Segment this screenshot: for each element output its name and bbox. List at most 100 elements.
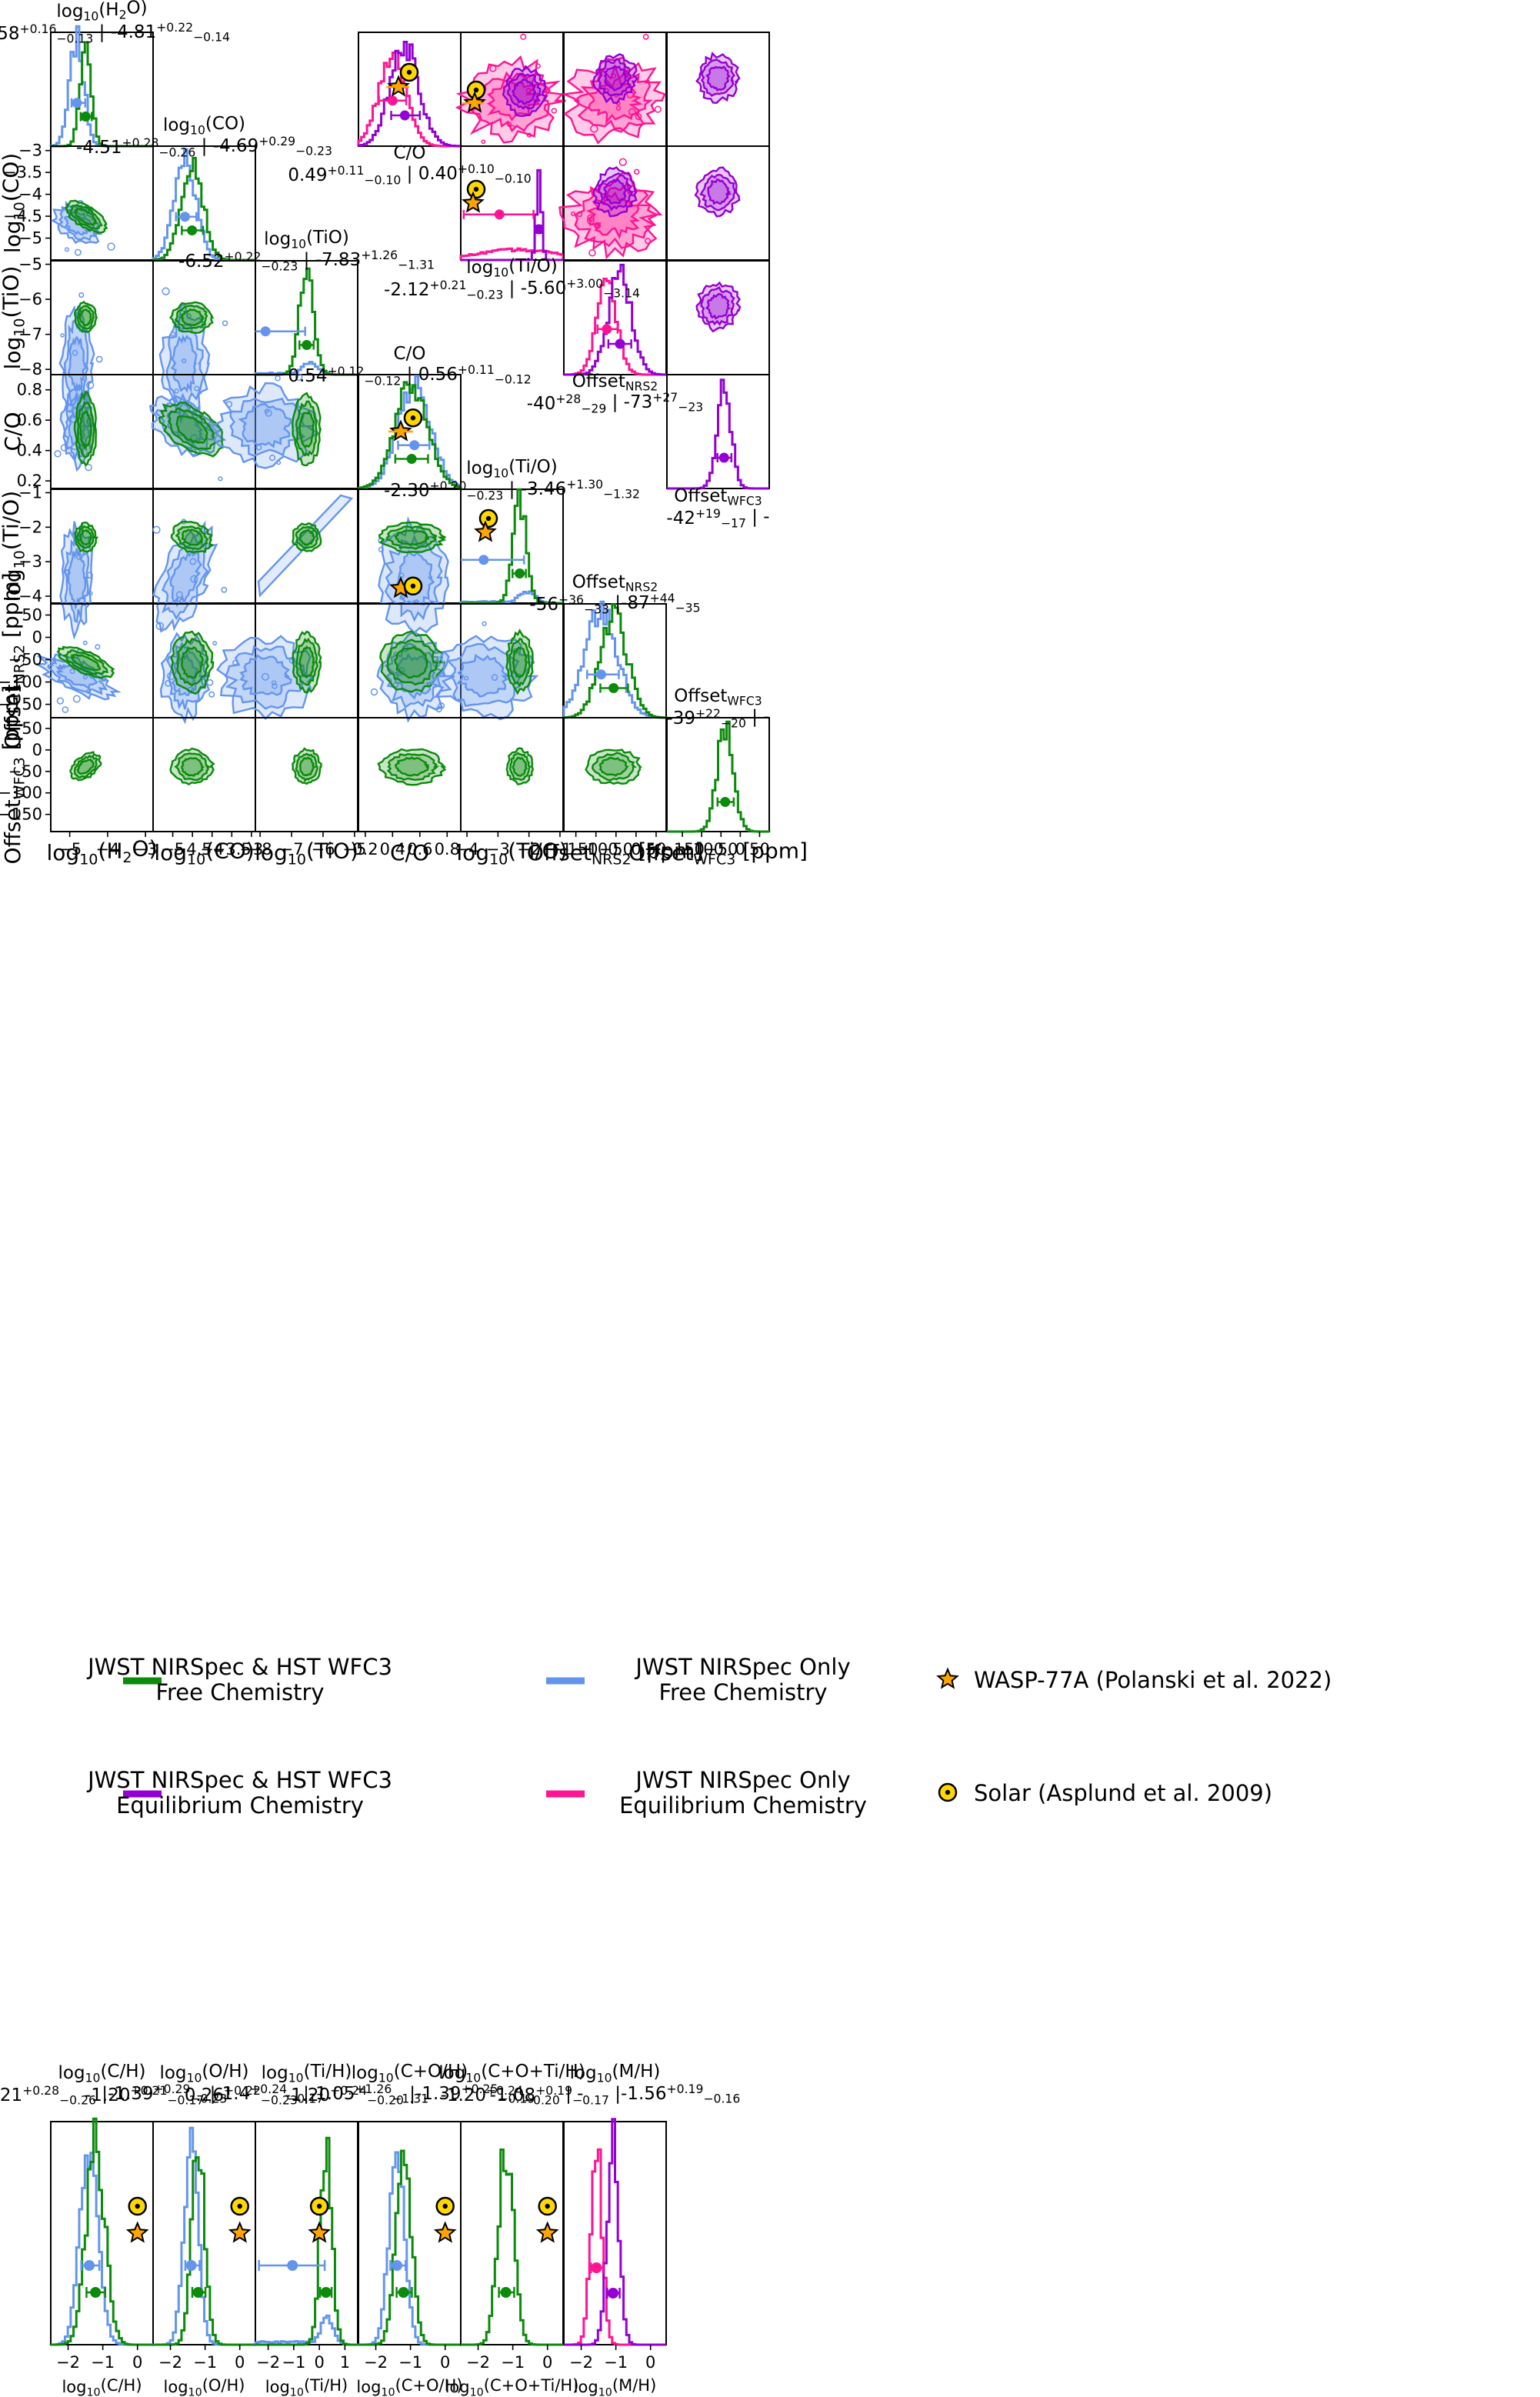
contour-free-nirspec bbox=[456, 653, 512, 698]
free-nirspec-co_ratio-median-point bbox=[409, 440, 420, 451]
scatter-free-nirspec bbox=[491, 674, 498, 681]
scatter-free-nirspec bbox=[63, 568, 70, 575]
y-tick-label: −5 bbox=[18, 229, 42, 248]
histogram-eq-joint-tio_ratio bbox=[461, 168, 563, 262]
solar-marker-dot bbox=[485, 515, 492, 522]
scatter-free-nirspec bbox=[206, 678, 214, 686]
scatter-free-nirspec bbox=[378, 546, 384, 552]
contour-free-joint bbox=[394, 645, 428, 679]
wasp77a-star-marker bbox=[936, 1667, 959, 1689]
scatter-free-nirspec bbox=[370, 688, 378, 696]
y-tick-label: 0.2 bbox=[17, 472, 42, 490]
legend-solar: Solar (Asplund et al. 2009) bbox=[974, 1780, 1272, 1806]
contour-free-joint bbox=[78, 528, 93, 546]
scatter-free-nirspec bbox=[78, 292, 85, 298]
contour-free-joint bbox=[512, 756, 528, 777]
scatter-free-nirspec bbox=[194, 385, 200, 392]
contour-free-joint bbox=[592, 752, 637, 782]
derived-free-joint-ch-median-point bbox=[90, 2287, 102, 2298]
derived-xlabel-tih: log10(Ti/H) bbox=[265, 2376, 348, 2397]
x-tick-label: 0 bbox=[314, 2353, 324, 2372]
scatter-eq-nirspec bbox=[576, 211, 583, 218]
derived-title-ch: log10(C/H) bbox=[58, 2062, 145, 2085]
contour-free-nirspec bbox=[238, 403, 292, 448]
ylabel-ti-o: log10(Ti/O) bbox=[0, 491, 28, 602]
y-tick-label: −100 bbox=[0, 673, 42, 692]
scatter-free-nirspec bbox=[162, 287, 170, 295]
contour-free-joint bbox=[298, 529, 315, 546]
derived-eq-nirspec-mh-median-point bbox=[591, 2262, 602, 2273]
panels-layer bbox=[35, 25, 959, 2346]
y-tick-label: −4 bbox=[18, 587, 42, 605]
histogram-eq-nirspec-off_nrs2 bbox=[562, 278, 666, 376]
x-tick-label: −1 bbox=[398, 2353, 422, 2372]
contour-free-joint bbox=[298, 409, 315, 448]
legend-free-nirspec-line1: JWST NIRSpec Only bbox=[634, 1654, 850, 1680]
scatter-eq-nirspec bbox=[587, 214, 595, 222]
contour-eq-joint bbox=[707, 178, 732, 205]
scatter-eq-nirspec bbox=[526, 132, 532, 138]
scatter-free-nirspec bbox=[392, 682, 399, 688]
ylabel-co: log10(CO) bbox=[0, 153, 28, 253]
x-tick-label: −5 bbox=[161, 840, 185, 858]
y-tick-label: 0.4 bbox=[17, 442, 42, 460]
legend-free-joint-line1: JWST NIRSpec & HST WFC3 bbox=[86, 1654, 392, 1680]
x-tick-label: −1 bbox=[501, 2353, 525, 2372]
derived-title-oh: log10(O/H) bbox=[159, 2062, 248, 2085]
title-tio-name: log10(TiO) bbox=[264, 228, 349, 252]
contour-free-joint bbox=[174, 752, 212, 782]
scatter-eq-nirspec bbox=[618, 158, 627, 166]
contour-free-nirspec bbox=[55, 664, 98, 690]
scatter-free-nirspec bbox=[482, 621, 487, 626]
scatter-eq-nirspec bbox=[586, 217, 595, 225]
histogram-free-nirspec-off_nrs2 bbox=[562, 600, 668, 719]
scatter-free-nirspec bbox=[464, 675, 469, 681]
free-nirspec-off_nrs2-median-point bbox=[596, 669, 607, 680]
x-tick-label: −2 bbox=[466, 2353, 490, 2372]
legend-eq-joint-line2: Equilibrium Chemistry bbox=[116, 1792, 364, 1819]
contour-free-joint bbox=[74, 207, 98, 226]
x-tick-label: −50 bbox=[704, 840, 738, 858]
x-tick-label: −1 bbox=[282, 2353, 305, 2372]
title-co-ratio-values: 0.54+0.12−0.12 | 0.56+0.11−0.12 bbox=[288, 362, 531, 388]
wasp77a-star-marker bbox=[474, 520, 497, 542]
y-tick-label: 0 bbox=[32, 628, 42, 647]
scatter-free-nirspec bbox=[212, 641, 218, 646]
histogram-free-joint-co bbox=[152, 156, 255, 262]
x-tick-label: −7 bbox=[280, 840, 304, 858]
derived-values-oh: -1.20+0.21−0.17 |-1.4+0.24−0.17 bbox=[85, 2082, 324, 2108]
scatter-free-nirspec bbox=[170, 331, 176, 337]
legend-eq-nirspec-line1: JWST NIRSpec Only bbox=[634, 1767, 850, 1793]
scatter-free-nirspec bbox=[64, 247, 69, 252]
x-tick-label: −2 bbox=[256, 2353, 280, 2372]
scatter-free-nirspec bbox=[60, 333, 65, 338]
x-tick-label: 1 bbox=[340, 2353, 350, 2372]
derived-title-tih: log10(Ti/H) bbox=[262, 2062, 352, 2085]
free-joint-co_ratio-median-point bbox=[406, 454, 417, 465]
y-tick-label: −100 bbox=[0, 784, 42, 802]
wasp77a-star-marker bbox=[535, 2221, 559, 2243]
derived-free-joint-oh-median-point bbox=[192, 2287, 204, 2298]
panel-co-co bbox=[152, 145, 256, 261]
x-tick-label: 0 bbox=[735, 840, 745, 858]
x-tick-label: −4 bbox=[455, 840, 479, 858]
contour-eq-joint bbox=[705, 292, 732, 320]
free-joint-co-median-point bbox=[187, 225, 198, 236]
solar-marker-dot bbox=[545, 2203, 550, 2209]
derived-eq-joint-mh-median-point bbox=[608, 2288, 619, 2299]
x-tick-label: −2 bbox=[569, 2353, 593, 2372]
scatter-free-nirspec bbox=[218, 476, 223, 482]
ylabel-offset-nrs2: OffsetNRS2 [ppm] bbox=[0, 572, 28, 748]
scatter-eq-nirspec bbox=[509, 125, 515, 131]
x-tick-label: −3 bbox=[486, 840, 510, 858]
title-ti-o-values: -2.30+0.20−0.23 | -3.46+1.30−1.32 bbox=[384, 477, 640, 503]
scatter-free-nirspec bbox=[398, 572, 405, 578]
scatter-free-nirspec bbox=[85, 688, 92, 694]
scatter-free-nirspec bbox=[56, 697, 65, 705]
scatter-free-nirspec bbox=[268, 455, 276, 462]
contour-free-nirspec bbox=[446, 642, 524, 708]
derived-title-coti: log10(C+O+Ti/H) bbox=[438, 2062, 585, 2085]
title-co-ratio-name: C/O bbox=[394, 344, 426, 364]
histogram-free-joint-tio_ratio bbox=[461, 488, 563, 605]
derived-values-ch: -1.21+0.28−0.26 |-1.39+0.29−0.23 bbox=[0, 2082, 227, 2108]
